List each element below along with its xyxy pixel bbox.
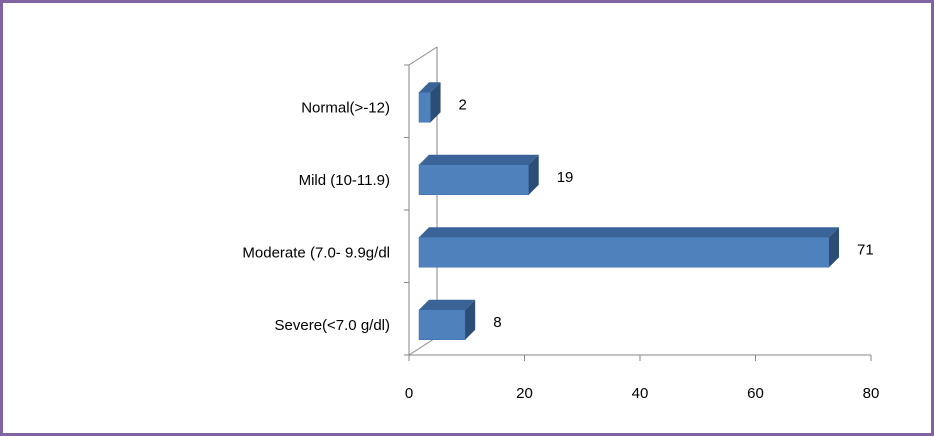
bar <box>418 154 539 195</box>
data-label: 19 <box>557 169 574 186</box>
bar-side <box>528 154 539 195</box>
data-label: 2 <box>459 96 467 113</box>
x-tick-labels: 0 20 40 60 80 <box>405 385 880 402</box>
category-label: Severe(<7.0 g/dl) <box>275 317 390 334</box>
data-labels: 2 19 71 8 <box>459 96 874 331</box>
category-labels: Normal(>-12) Mild (10-11.9) Moderate (7.0-… <box>242 99 390 334</box>
wall-top-depth-line <box>408 46 438 66</box>
x-tick-label: 40 <box>632 385 649 402</box>
bar-chart: Normal(>-12) Mild (10-11.9) Moderate (7.0-… <box>242 46 880 402</box>
bar-top <box>419 82 441 93</box>
x-tick-label: 20 <box>516 385 533 402</box>
bar <box>418 299 476 340</box>
bar-top <box>419 227 840 238</box>
bar-front <box>418 237 830 268</box>
bar-front <box>418 92 431 123</box>
x-tick-label: 60 <box>747 385 764 402</box>
x-tick-label: 80 <box>863 385 880 402</box>
category-label: Normal(>-12) <box>301 99 390 116</box>
bar <box>418 227 840 268</box>
chart-axes <box>404 46 872 361</box>
bar-front <box>418 164 529 195</box>
category-label: Mild (10-11.9) <box>299 172 390 189</box>
bar-series <box>418 82 840 340</box>
x-tick-label: 0 <box>405 385 413 402</box>
bar-side <box>829 227 840 268</box>
bar-top <box>419 299 476 310</box>
bar-side <box>430 82 441 123</box>
bar-side <box>465 299 476 340</box>
bar-top <box>419 154 539 165</box>
data-label: 71 <box>857 241 874 258</box>
bar <box>418 82 441 123</box>
bar-front <box>418 309 466 340</box>
category-label: Moderate (7.0- 9.9g/dl <box>242 244 390 261</box>
data-label: 8 <box>493 314 501 331</box>
